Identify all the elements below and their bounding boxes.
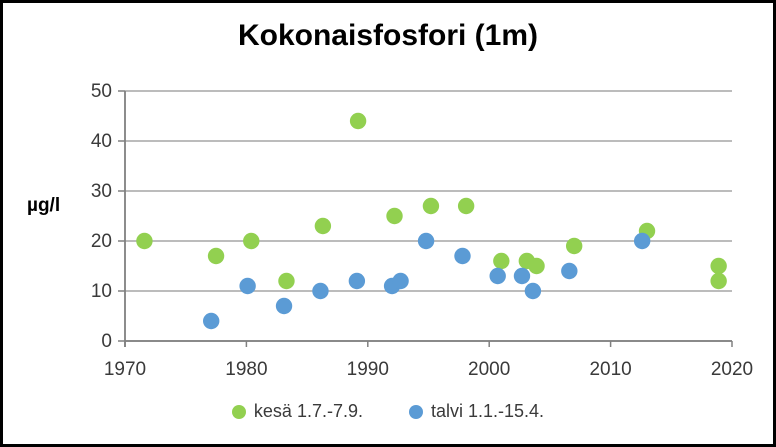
x-tick-label: 1990 — [347, 359, 389, 380]
legend-marker-kesa-icon — [231, 404, 246, 419]
data-point-talvi — [348, 272, 366, 290]
x-tick-label: 2000 — [468, 359, 510, 380]
data-point-talvi — [524, 282, 542, 300]
legend-marker-talvi-icon — [409, 404, 423, 419]
data-point-kesa — [710, 272, 727, 290]
y-tick-label: 10 — [91, 281, 112, 302]
data-point-kesa — [136, 232, 153, 250]
y-tick-label: 40 — [91, 131, 112, 152]
data-point-talvi — [417, 232, 435, 250]
x-tick-label: 2020 — [711, 359, 753, 380]
legend-item-kesa: kesä 1.7.-7.9. — [231, 401, 363, 422]
x-tick-label: 2010 — [589, 359, 631, 380]
x-tick-label: 1980 — [225, 359, 267, 380]
data-point-kesa — [493, 252, 510, 270]
data-point-kesa — [207, 247, 225, 265]
data-point-talvi — [239, 277, 256, 295]
data-point-kesa — [565, 237, 583, 255]
data-point-kesa — [386, 207, 403, 225]
y-axis-label: µg/l — [27, 195, 61, 216]
data-point-kesa — [349, 112, 367, 130]
legend-label-kesa: kesä 1.7.-7.9. — [253, 401, 363, 421]
data-point-talvi — [513, 267, 531, 285]
legend-label-talvi: talvi 1.1.-15.4. — [431, 401, 545, 421]
data-point-talvi — [392, 272, 409, 290]
legend-item-talvi: talvi 1.1.-15.4. — [409, 401, 544, 422]
y-tick-label: 50 — [91, 81, 112, 102]
y-tick-label: 0 — [101, 331, 112, 352]
data-point-talvi — [312, 282, 329, 300]
data-point-talvi — [561, 262, 578, 280]
data-point-kesa — [314, 217, 332, 235]
data-point-talvi — [275, 297, 293, 315]
data-point-talvi — [202, 312, 220, 330]
data-point-kesa — [243, 232, 260, 250]
data-point-kesa — [528, 257, 545, 275]
y-tick-label: 30 — [91, 181, 112, 202]
data-point-kesa — [457, 197, 475, 215]
data-point-talvi — [633, 232, 651, 250]
data-point-talvi — [489, 267, 506, 285]
plot-area: 0 10 20 30 40 50 1970 1980 1990 2000 2010 2020 — [91, 81, 753, 380]
data-point-kesa — [710, 257, 727, 275]
data-point-kesa — [278, 272, 295, 290]
x-tick-label: 1970 — [104, 359, 146, 380]
legend: kesä 1.7.-7.9. talvi 1.1.-15.4. — [3, 401, 773, 422]
chart-title: Kokonaisfosfori (1m) — [237, 19, 539, 52]
y-tick-label: 20 — [91, 231, 112, 252]
data-point-talvi — [454, 247, 471, 265]
data-point-kesa — [422, 197, 440, 215]
